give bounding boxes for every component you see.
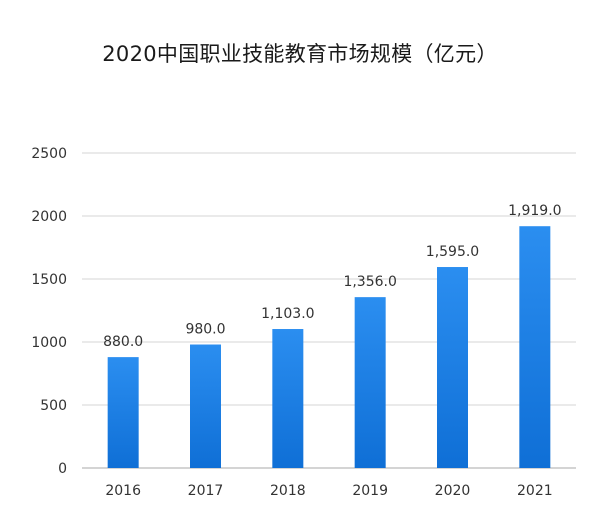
x-tick-label-2017: 2017 [188,483,224,499]
bar-2016 [107,357,139,468]
data-label-2016: 880.0 [103,334,143,350]
y-tick-label-0: 0 [58,461,67,477]
y-tick-label-2000: 2000 [31,209,67,225]
bar-2021 [519,226,551,468]
x-tick-label-2016: 2016 [105,483,141,499]
y-tick-label-2500: 2500 [31,146,67,162]
x-tick-label-2020: 2020 [435,483,471,499]
data-labels: 880.0 980.0 1,103.0 1,356.0 1,595.0 1,919.0 [103,203,561,350]
x-axis: 2016 2017 2018 2019 2020 2021 [105,483,552,499]
data-label-2021: 1,919.0 [508,203,561,219]
bar-2019 [354,297,386,468]
data-label-2020: 1,595.0 [426,244,479,260]
data-label-2017: 980.0 [185,322,225,338]
y-tick-label-1500: 1500 [31,272,67,288]
grid-layer [82,152,576,469]
bar-2018 [272,329,304,468]
data-label-2018: 1,103.0 [261,306,314,322]
x-tick-label-2019: 2019 [352,483,388,499]
bar-2020 [437,267,468,468]
bar-2017 [190,344,221,468]
x-tick-label-2018: 2018 [270,483,306,499]
y-tick-label-1000: 1000 [31,335,67,351]
bars [107,226,551,468]
chart-title: 2020中国职业技能教育市场规模（亿元） [102,42,498,66]
x-tick-label-2021: 2021 [517,483,553,499]
y-axis: 0 500 1000 1500 2000 2500 [31,146,67,477]
y-tick-label-500: 500 [40,398,67,414]
data-label-2019: 1,356.0 [343,274,396,290]
